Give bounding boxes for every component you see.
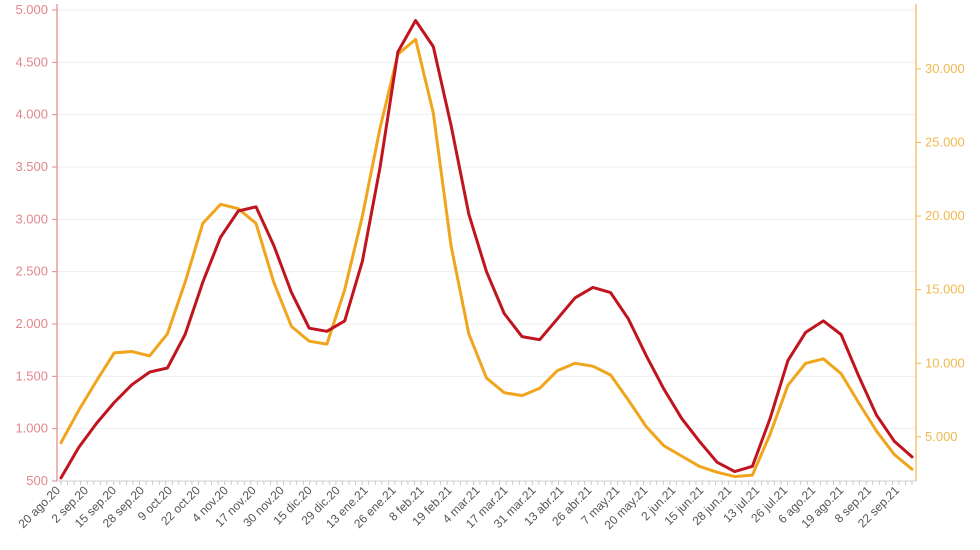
series-line-1 <box>59 37 914 479</box>
grid-layer <box>57 9 916 482</box>
ticks-layer: 500 1.000 1.500 2.000 2.500 3.000 3.500 4.000 4.… <box>15 2 964 532</box>
left-tick-label-4: 2.500 <box>15 264 48 279</box>
left-tick-label-0: 500 <box>26 473 48 488</box>
right-tick-label-3: 20.000 <box>925 208 965 223</box>
axes-layer <box>52 4 921 485</box>
left-tick-label-6: 3.500 <box>15 159 48 174</box>
series-layer <box>59 19 914 480</box>
series-line-0 <box>59 19 914 480</box>
right-tick-label-5: 30.000 <box>925 61 965 76</box>
right-tick-label-2: 15.000 <box>925 282 965 297</box>
left-tick-label-2: 1.500 <box>15 368 48 383</box>
left-tick-label-8: 4.500 <box>15 54 48 69</box>
right-tick-label-0: 5.000 <box>925 429 958 444</box>
left-tick-label-9: 5.000 <box>15 2 48 17</box>
left-tick-label-3: 2.000 <box>15 316 48 331</box>
left-tick-label-7: 4.000 <box>15 107 48 122</box>
right-tick-label-1: 10.000 <box>925 355 965 370</box>
left-tick-label-5: 3.000 <box>15 211 48 226</box>
right-tick-label-4: 25.000 <box>925 134 965 149</box>
left-tick-label-1: 1.000 <box>15 421 48 436</box>
